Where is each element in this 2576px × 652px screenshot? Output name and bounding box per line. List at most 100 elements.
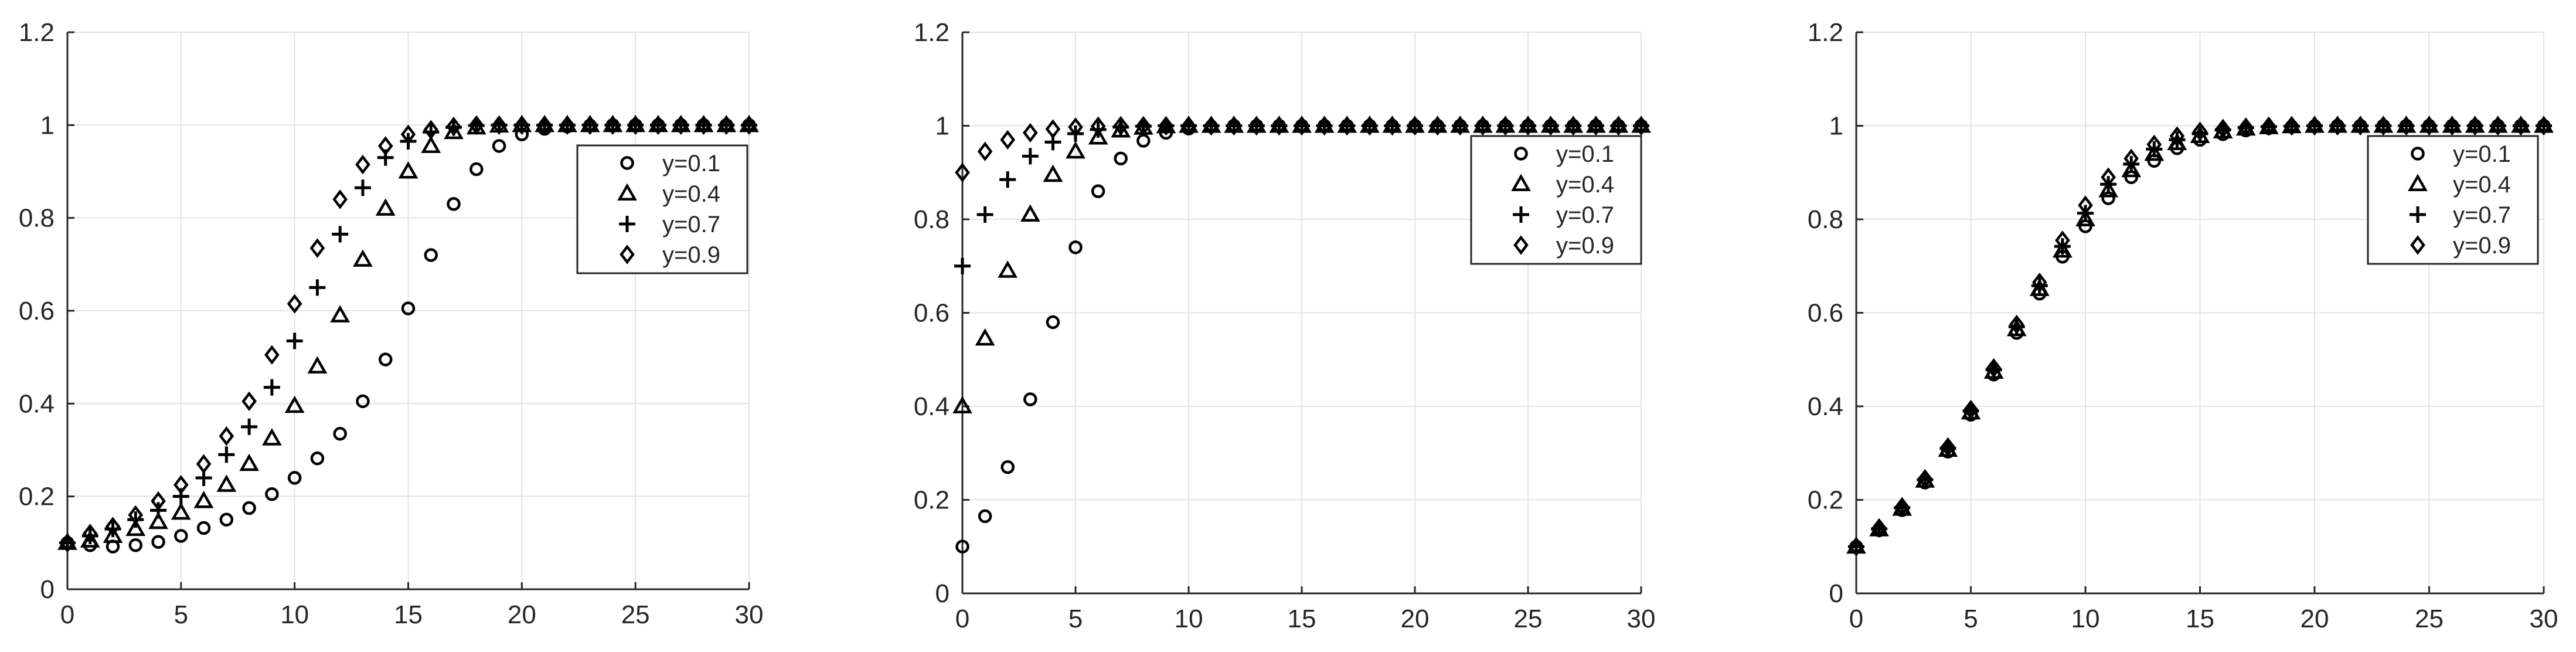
data-point <box>2146 134 2162 155</box>
data-point <box>1543 116 1558 136</box>
data-point <box>1226 116 1242 136</box>
x-tick-label: 10 <box>1175 605 1203 633</box>
data-point <box>2536 116 2551 136</box>
series-diamond <box>1849 116 2551 556</box>
data-point <box>2398 116 2414 136</box>
data-point <box>307 356 328 373</box>
data-point <box>330 305 351 322</box>
legend-marker <box>1513 206 1529 223</box>
data-point <box>216 474 237 492</box>
x-tick-label: 20 <box>2301 605 2329 633</box>
data-point <box>468 115 484 135</box>
data-point <box>651 115 666 135</box>
data-point <box>1566 116 1581 136</box>
legend: y=0.1 y=0.4 y=0.7 y=0.9 <box>1470 135 1642 265</box>
data-point <box>148 511 168 529</box>
data-point <box>1046 315 1060 330</box>
data-point <box>954 257 971 274</box>
data-point <box>1020 204 1040 222</box>
y-tick-label: 0.8 <box>19 204 55 233</box>
data-point <box>2101 167 2116 187</box>
x-tick-label: 0 <box>1849 605 1863 633</box>
legend-marker <box>1513 235 1529 255</box>
legend-box <box>576 144 748 274</box>
data-point <box>2284 116 2299 136</box>
data-point <box>1963 399 1979 420</box>
legend-label: y=0.9 <box>2453 233 2511 259</box>
legend-marker <box>1514 147 1528 161</box>
data-point <box>423 120 439 140</box>
y-tick-label: 1.2 <box>1808 18 1843 47</box>
data-point <box>377 136 393 156</box>
legend-marker <box>620 244 635 264</box>
data-point <box>999 171 1016 188</box>
data-point <box>125 518 146 536</box>
x-tick-label: 15 <box>2186 605 2214 633</box>
data-point <box>1271 116 1287 136</box>
data-point <box>356 394 370 409</box>
data-point <box>241 418 258 435</box>
data-point <box>976 206 993 223</box>
data-point <box>1066 141 1085 159</box>
data-point <box>673 115 689 135</box>
y-tick-label: 0.6 <box>1808 299 1843 328</box>
data-point <box>1634 116 1649 136</box>
data-point <box>2444 116 2460 136</box>
data-point <box>2238 117 2254 137</box>
legend-box <box>2367 135 2539 265</box>
x-tick-label: 20 <box>1401 605 1430 633</box>
data-point <box>2031 272 2047 293</box>
data-point <box>239 453 260 471</box>
axes <box>66 31 750 590</box>
legend-marker <box>2410 206 2426 223</box>
legend-marker <box>2411 147 2425 161</box>
x-tick-label: 25 <box>1514 605 1543 633</box>
data-point <box>128 538 143 552</box>
data-point <box>1023 392 1037 406</box>
data-point <box>1043 164 1063 182</box>
data-point <box>492 139 506 153</box>
data-point <box>2467 116 2483 136</box>
legend-marker <box>617 183 637 201</box>
data-point <box>1362 116 1377 136</box>
data-point <box>2101 191 2115 205</box>
data-point <box>401 301 416 315</box>
data-point <box>1068 117 1083 137</box>
data-point <box>719 115 734 135</box>
data-point <box>2167 133 2187 151</box>
data-point <box>264 345 280 365</box>
y-tick-label: 0.4 <box>19 389 55 418</box>
legend-label: y=0.1 <box>1556 141 1614 167</box>
data-point <box>284 395 305 413</box>
y-tick-label: 0.4 <box>914 392 950 421</box>
data-point <box>2353 116 2369 136</box>
x-tick-label: 5 <box>1964 605 1978 633</box>
data-point <box>263 379 280 396</box>
data-point <box>1940 437 1956 457</box>
data-point <box>469 162 484 176</box>
data-point <box>1001 460 1015 474</box>
data-point <box>421 135 441 153</box>
data-point <box>1045 119 1061 139</box>
data-point <box>2146 141 2163 158</box>
data-point <box>1407 116 1423 136</box>
data-point <box>1611 116 1626 136</box>
x-tick-label: 20 <box>508 600 536 629</box>
data-point <box>977 141 993 162</box>
legend-label: y=0.9 <box>662 242 720 268</box>
data-point <box>1452 116 1468 136</box>
x-tick-label: 30 <box>735 600 764 629</box>
data-point <box>2078 195 2093 215</box>
legend-box <box>1470 135 1642 265</box>
data-point <box>2055 230 2070 250</box>
data-point <box>80 530 100 548</box>
data-point <box>2098 180 2118 198</box>
data-point <box>447 197 461 211</box>
data-point <box>265 487 279 501</box>
data-point <box>171 502 191 520</box>
y-tick-label: 1 <box>1829 112 1843 141</box>
data-point <box>378 352 393 366</box>
y-tick-label: 0.2 <box>914 486 950 515</box>
legend: y=0.1 y=0.4 y=0.7 y=0.9 <box>2367 135 2539 265</box>
